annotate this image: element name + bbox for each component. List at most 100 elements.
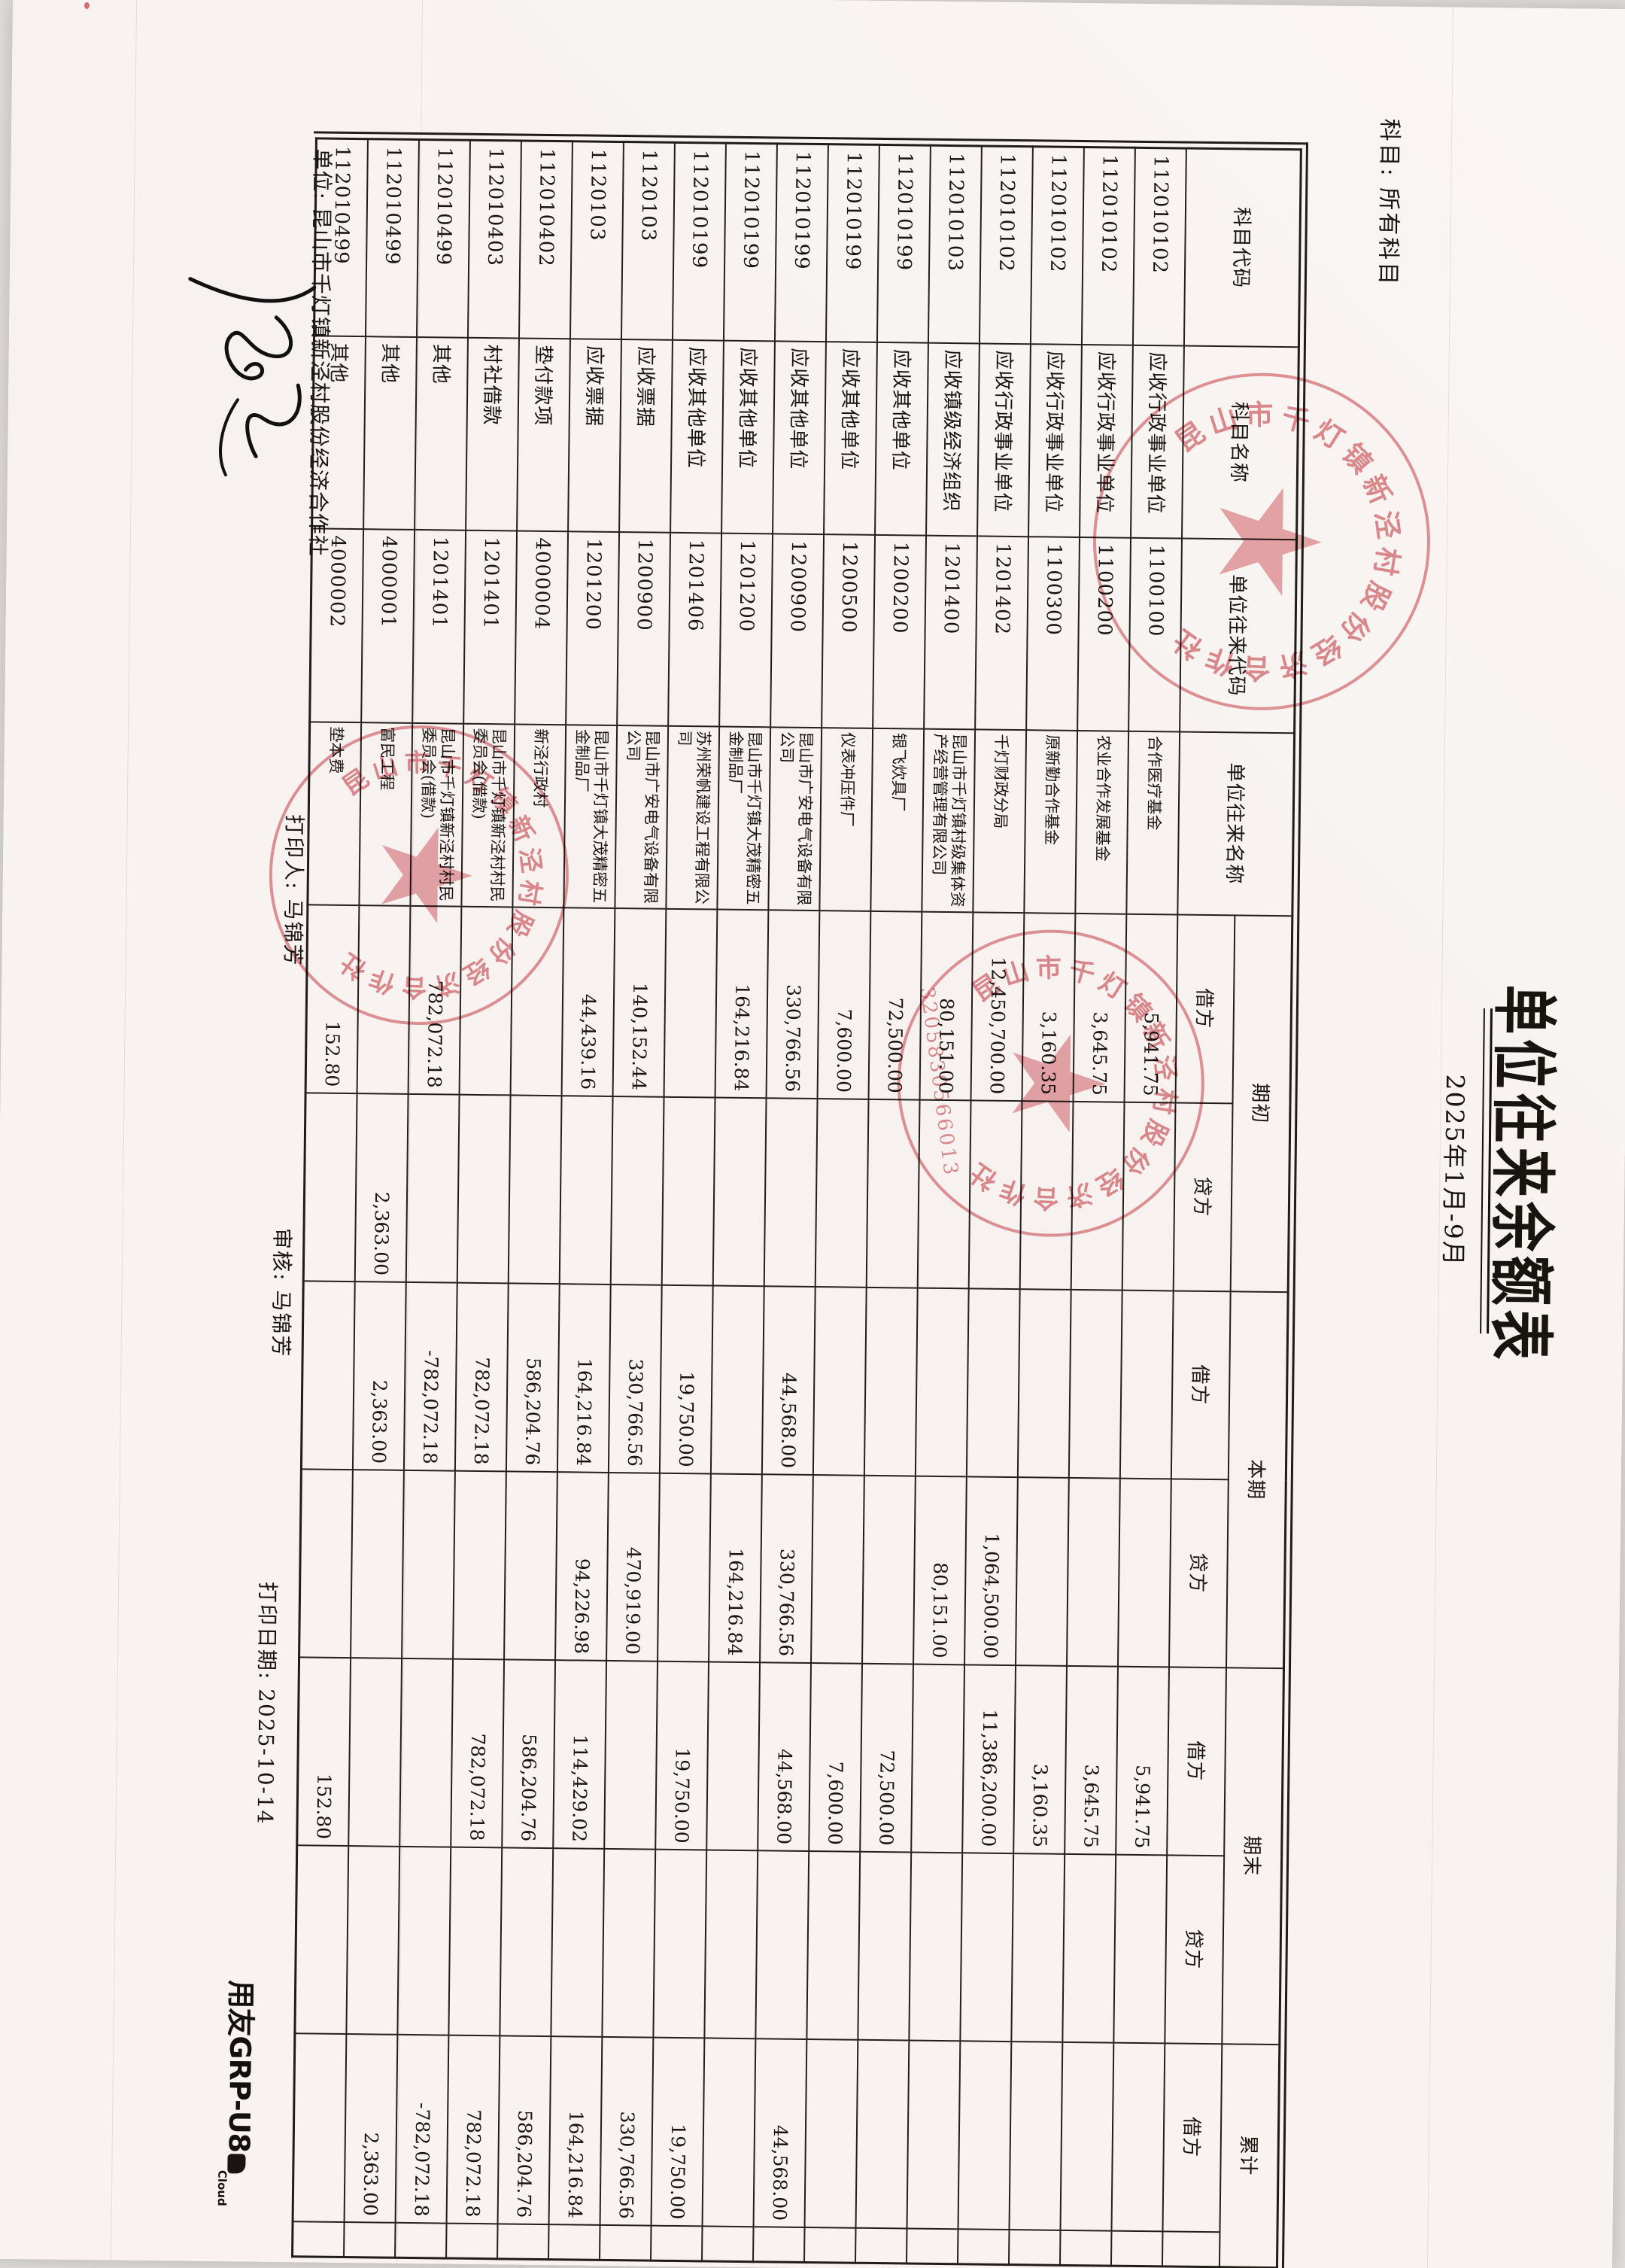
vendor-logo: 用友GRP-U8 Cloud <box>215 1980 264 2206</box>
amount-cell <box>658 1473 712 1661</box>
amount-cell: 3,160.35 <box>1022 912 1076 1102</box>
vendor-logo-cloud-label: Cloud <box>214 2169 229 2206</box>
amount-cell <box>1061 2042 1114 2231</box>
amount-cell: 3,160.35 <box>1013 1665 1068 1854</box>
amount-cell: 44,568.00 <box>754 2038 807 2227</box>
text-cell: 1200200 <box>873 534 927 729</box>
col-header-partner-code: 单位往来代码 <box>1180 538 1297 733</box>
amount-cell: 94,226.98 <box>555 1471 609 1661</box>
text-cell: 1100100 <box>1128 537 1183 732</box>
amount-cell <box>548 2224 601 2260</box>
text-cell: 1200900 <box>617 531 671 726</box>
seal-ring-character: 泾 <box>1368 508 1406 541</box>
amount-cell: 11,386,200.00 <box>962 1664 1016 1853</box>
amount-cell: 782,072.18 <box>447 2035 500 2224</box>
amount-cell <box>706 1661 761 1850</box>
amount-cell <box>967 1288 1021 1477</box>
amount-cell <box>453 1470 507 1659</box>
col-group-1: 本期 <box>1226 1291 1289 1668</box>
amount-cell <box>662 1096 716 1286</box>
seal-ring-character: 份 <box>1333 605 1377 649</box>
amount-cell <box>303 1092 358 1281</box>
amount-cell: 330,766.56 <box>609 1284 663 1473</box>
text-cell: 昆山市千灯镇新泾村村民委员会(借款) <box>461 723 515 907</box>
text-cell: 112010199 <box>724 143 778 341</box>
signature-scribble <box>188 277 317 477</box>
amount-cell <box>856 2039 910 2229</box>
col-sub-debit-3: 借方 <box>1162 2042 1223 2232</box>
col-header-partner-name: 单位往来名称 <box>1177 731 1295 916</box>
text-cell: 112010199 <box>673 142 727 341</box>
amount-cell: 5,941.75 <box>1116 1666 1170 1855</box>
amount-cell: 586,204.76 <box>498 2035 551 2224</box>
amount-cell <box>855 2227 908 2264</box>
amount-cell <box>1118 1478 1172 1667</box>
amount-cell <box>351 1469 405 1658</box>
amount-cell <box>907 2228 959 2264</box>
red-ink-dot <box>84 2 90 10</box>
amount-cell <box>497 2223 550 2260</box>
period-label: 2025年1月-9月 <box>1438 1074 1470 1267</box>
amount-cell: 80,151.00 <box>920 911 973 1100</box>
col-group-3: 累计 <box>1220 2043 1280 2268</box>
amount-cell <box>1069 1289 1123 1479</box>
seal-ring-character: 村 <box>1368 545 1406 578</box>
text-cell: 112010102 <box>980 145 1034 344</box>
vendor-logo-icon <box>227 2153 246 2174</box>
text-cell: 应收其他单位 <box>721 340 776 534</box>
amount-cell: 12,450,700.00 <box>971 911 1025 1101</box>
text-cell: 1100300 <box>1026 536 1080 731</box>
amount-cell <box>293 2221 345 2257</box>
amount-cell: 72,500.00 <box>860 1663 914 1853</box>
text-cell: 千灯财政分局 <box>973 728 1027 913</box>
amount-cell <box>909 1852 963 2041</box>
text-cell: 4000001 <box>361 528 415 723</box>
print-date-label: 打印日期: 2025-10-14 <box>252 1581 281 1826</box>
text-cell: 垫本费 <box>308 721 362 905</box>
amount-cell <box>816 1098 870 1288</box>
amount-cell: 3,645.75 <box>1074 913 1127 1102</box>
amount-cell <box>916 1288 970 1476</box>
amount-cell <box>864 1287 919 1476</box>
col-sub-debit-0: 借方 <box>1176 914 1235 1103</box>
amount-cell <box>509 1094 563 1284</box>
amount-cell <box>651 2225 703 2261</box>
amount-cell <box>1060 2230 1112 2266</box>
text-cell: 1201402 <box>975 535 1029 730</box>
amount-cell: 152.80 <box>305 904 360 1093</box>
amount-cell <box>960 1852 1014 2042</box>
text-cell: 112010499 <box>417 139 471 338</box>
text-cell: 苏州荣帆建设工程有限公司 <box>666 725 720 910</box>
amount-cell: -782,072.18 <box>396 2034 449 2224</box>
amount-cell: 782,072.18 <box>451 1658 505 1847</box>
text-cell: 应收票据 <box>619 339 673 533</box>
balance-table-wrapper: 科目代码 科目名称 单位往来代码 单位往来名称 期初 本期 期末 累计 借方 贷方 借方 贷方 借方 贷方… <box>291 137 1302 2268</box>
subject-filter-label: 科目: 所有科目 <box>1374 118 1403 287</box>
amount-cell: 3,645.75 <box>1065 1665 1119 1855</box>
text-cell: 村社借款 <box>466 337 520 531</box>
amount-cell <box>460 906 513 1095</box>
amount-cell <box>1067 1477 1121 1667</box>
text-cell: 仪表冲压件厂 <box>819 727 873 911</box>
col-sub-credit-1: 贷方 <box>1169 1478 1229 1668</box>
amount-cell: 164,216.84 <box>715 909 769 1098</box>
text-cell: 应收行政事业单位 <box>1080 344 1134 538</box>
text-cell: 1200500 <box>822 534 876 728</box>
col-sub-debit-1: 借方 <box>1171 1290 1232 1479</box>
text-cell: 其他 <box>415 336 469 531</box>
text-cell: 应收行政事业单位 <box>1131 345 1185 539</box>
amount-cell <box>907 2040 961 2229</box>
amount-cell <box>1071 1101 1125 1291</box>
amount-cell: 782,072.18 <box>455 1282 509 1471</box>
text-cell: 1120103 <box>621 141 676 340</box>
amount-cell <box>653 1849 707 2038</box>
page-title: 单位往来余额表 <box>1481 984 1563 1365</box>
amount-cell <box>664 908 718 1098</box>
amount-cell: 330,766.56 <box>767 909 820 1099</box>
amount-cell <box>293 2032 347 2222</box>
amount-cell <box>867 1099 921 1288</box>
amount-cell <box>702 2225 755 2262</box>
amount-cell <box>504 1470 558 1660</box>
text-cell: 其他 <box>363 336 418 530</box>
